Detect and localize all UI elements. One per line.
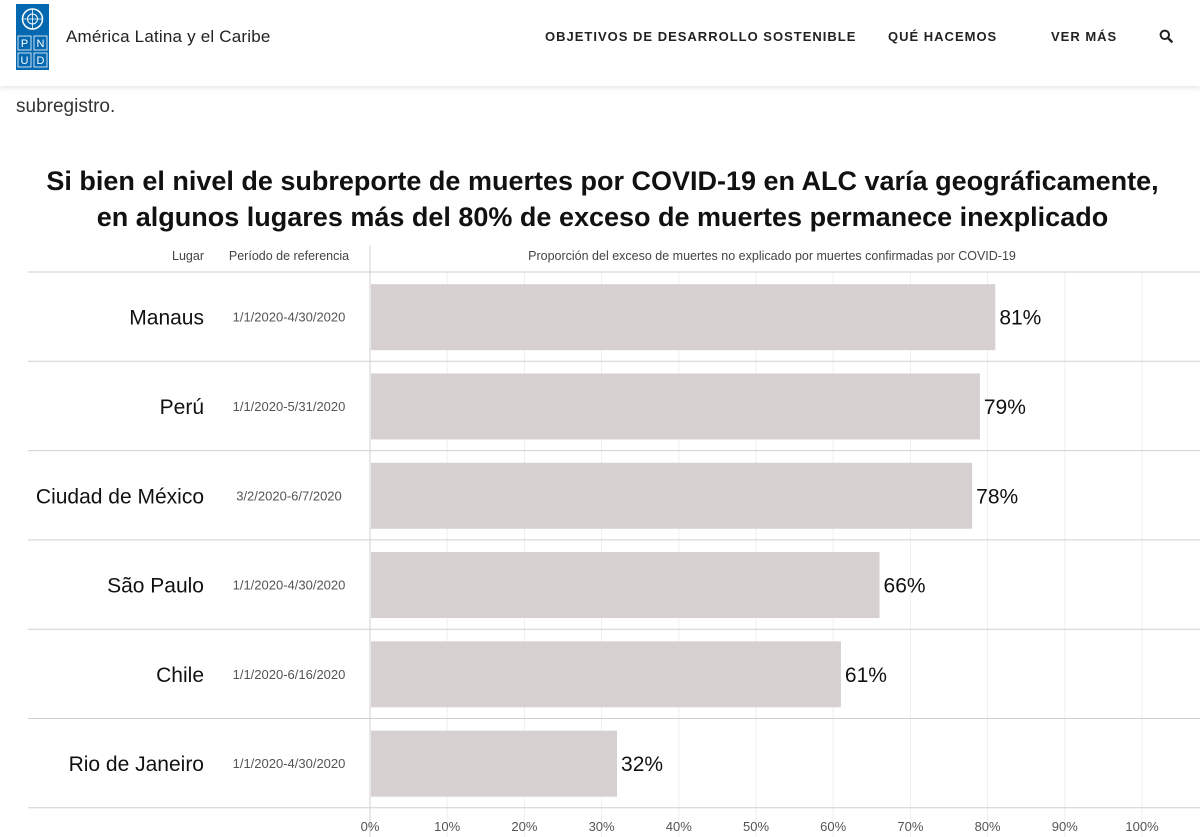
x-tick-label: 50% [743,819,769,834]
logo-letter: D [37,55,45,67]
period-label: 3/2/2020-6/7/2020 [236,488,342,503]
intro-text: subregistro. [16,96,116,117]
bar [371,284,996,351]
category-label: Perú [160,396,204,419]
site-title[interactable]: América Latina y el Caribe [66,27,271,46]
column-header-measure: Proporción del exceso de muertes no expl… [528,249,1016,263]
nav-que-hacemos[interactable]: QUÉ HACEMOS [888,29,998,44]
bar [371,552,880,619]
x-tick-label: 30% [589,819,615,834]
x-tick-label: 20% [511,819,537,834]
logo-letter: N [37,38,45,50]
logo-letter: U [21,55,29,67]
x-tick-label: 90% [1052,819,1078,834]
bar [371,641,841,708]
nav-objetivos[interactable]: OBJETIVOS DE DESARROLLO SOSTENIBLE [545,29,857,44]
bar-value-label: 81% [999,307,1041,330]
period-label: 1/1/2020-4/30/2020 [233,578,346,593]
category-label: Chile [156,664,204,687]
search-icon[interactable] [1159,29,1173,43]
logo-letter: P [21,38,28,50]
bar [371,462,973,529]
nav-ver-mas[interactable]: VER MÁS [1051,29,1118,44]
bar-value-label: 66% [884,575,926,598]
x-tick-label: 70% [897,819,923,834]
x-tick-label: 10% [434,819,460,834]
period-label: 1/1/2020-5/31/2020 [233,399,346,414]
period-label: 1/1/2020-4/30/2020 [233,756,346,771]
category-label: Rio de Janeiro [69,753,204,776]
x-tick-label: 100% [1125,819,1159,834]
x-tick-label: 60% [820,819,846,834]
bar-value-label: 32% [621,753,663,776]
bar-value-label: 61% [845,664,887,687]
category-label: Ciudad de México [36,485,204,508]
column-header-period: Período de referencia [229,249,349,263]
x-tick-label: 0% [361,819,380,834]
bar [371,373,980,440]
chart-title: Si bien el nivel de subreporte de muerte… [46,166,1159,232]
bar [371,730,618,797]
period-label: 1/1/2020-4/30/2020 [233,310,346,325]
x-tick-label: 40% [666,819,692,834]
x-tick-label: 80% [975,819,1001,834]
bar-value-label: 79% [984,396,1026,419]
category-label: Manaus [129,307,204,330]
bar-value-label: 78% [976,485,1018,508]
category-label: São Paulo [107,575,204,598]
column-header-place: Lugar [172,249,204,263]
period-label: 1/1/2020-6/16/2020 [233,667,346,682]
